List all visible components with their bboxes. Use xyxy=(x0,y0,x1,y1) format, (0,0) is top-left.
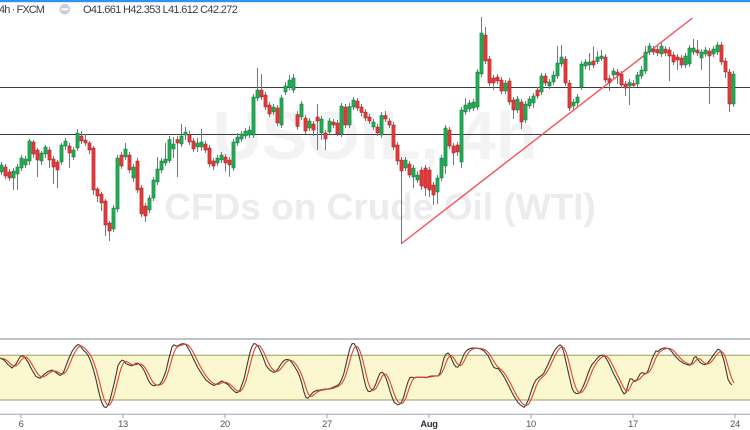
svg-text:27: 27 xyxy=(322,419,332,429)
svg-text:20: 20 xyxy=(220,419,230,429)
svg-text:24: 24 xyxy=(730,419,740,429)
svg-text:17: 17 xyxy=(628,419,638,429)
svg-text:Aug: Aug xyxy=(420,419,438,429)
svg-text:6: 6 xyxy=(19,419,24,429)
svg-text:13: 13 xyxy=(118,419,128,429)
svg-text:CFDs on Crude Oil (WTI): CFDs on Crude Oil (WTI) xyxy=(164,187,596,228)
svg-text:USOIL, 4h: USOIL, 4h xyxy=(213,98,538,174)
svg-text:4h · FXCM: 4h · FXCM xyxy=(0,4,45,16)
svg-text:10: 10 xyxy=(526,419,536,429)
svg-text:O41.661 H42.353 L41.612 C42.27: O41.661 H42.353 L41.612 C42.272 xyxy=(83,4,238,16)
